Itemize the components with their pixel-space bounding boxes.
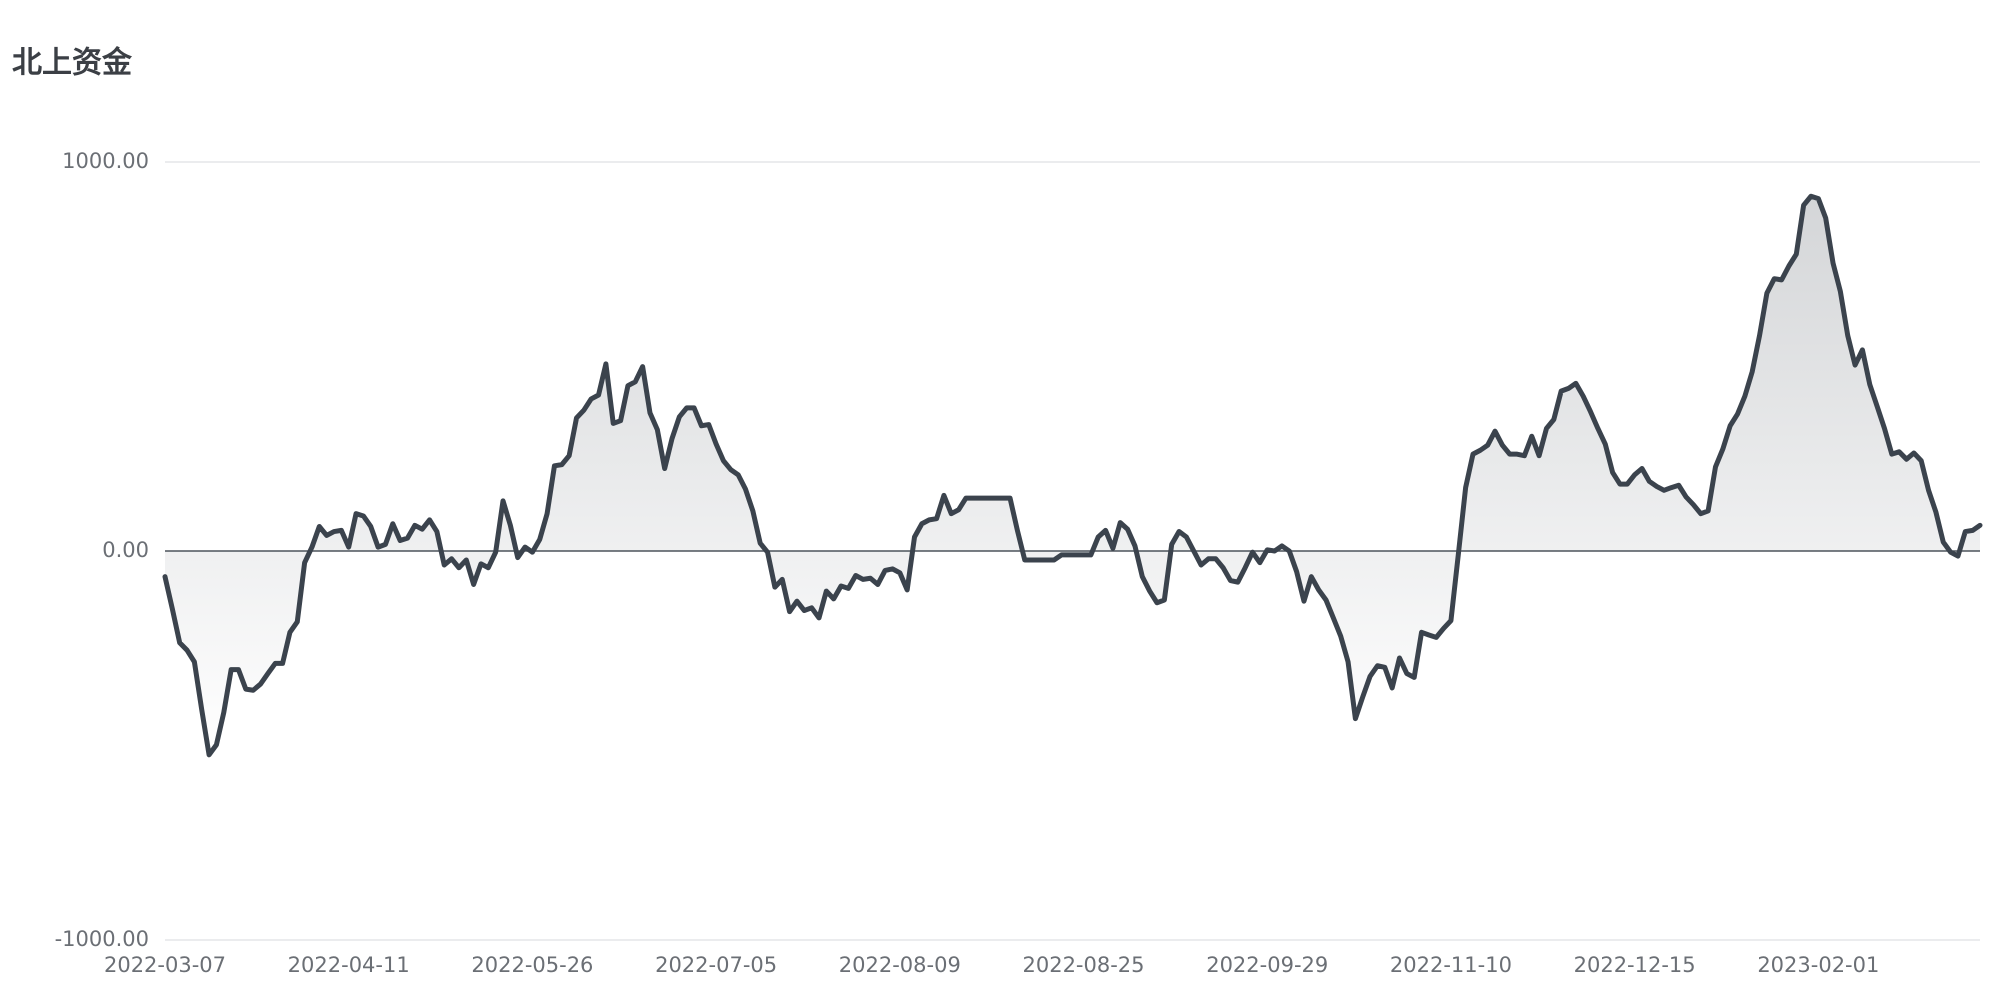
x-tick-label: 2022-09-29 <box>1206 953 1328 977</box>
chart-title: 北上资金 <box>12 46 133 81</box>
x-tick-label: 2022-03-07 <box>104 953 226 977</box>
area <box>165 196 1980 755</box>
y-tick-label: -1000.00 <box>55 927 149 951</box>
x-tick-label: 2022-08-09 <box>839 953 961 977</box>
x-tick-label: 2022-08-25 <box>1022 953 1144 977</box>
x-tick-label: 2023-02-01 <box>1757 953 1879 977</box>
x-tick-label: 2022-11-10 <box>1390 953 1512 977</box>
x-tick-label: 2022-12-15 <box>1574 953 1696 977</box>
x-tick-label: 2022-05-26 <box>471 953 593 977</box>
x-tick-label: 2022-07-05 <box>655 953 777 977</box>
y-tick-label: 1000.00 <box>62 149 149 173</box>
y-tick-label: 0.00 <box>102 538 149 562</box>
x-tick-label: 2022-04-11 <box>288 953 410 977</box>
line <box>162 193 1983 758</box>
